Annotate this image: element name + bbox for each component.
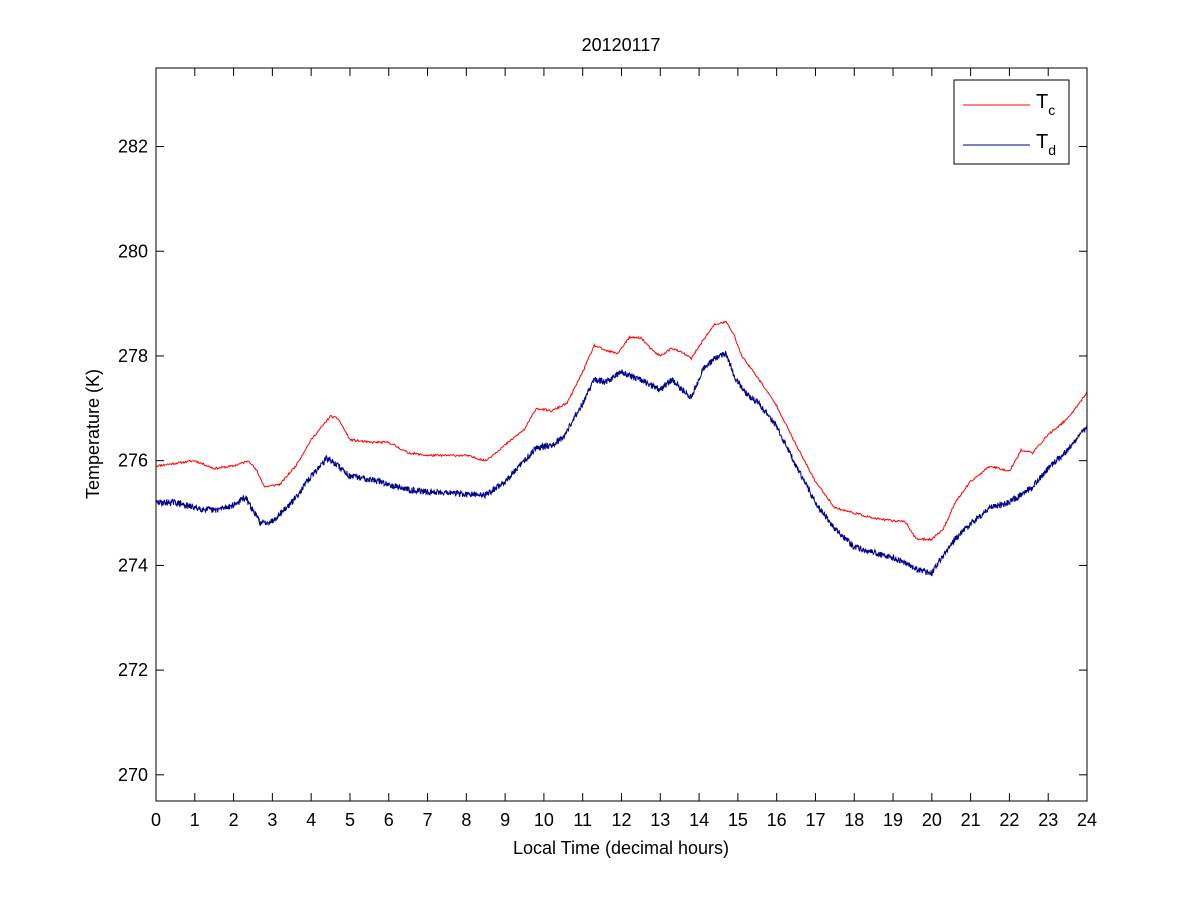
x-tick-label: 19 — [883, 810, 903, 830]
x-tick-label: 0 — [151, 810, 161, 830]
legend-box — [953, 79, 1070, 165]
series-line-c — [155, 320, 1088, 542]
series-line-d — [155, 350, 1088, 577]
x-axis-label: Local Time (decimal hours) — [513, 838, 729, 858]
x-tick-label: 8 — [461, 810, 471, 830]
x-tick-label: 11 — [573, 810, 592, 830]
x-tick-label: 14 — [689, 810, 709, 830]
y-tick-label: 274 — [118, 555, 148, 575]
x-tick-label: 3 — [267, 810, 277, 830]
x-tick-label: 6 — [384, 810, 394, 830]
x-tick-label: 15 — [728, 810, 748, 830]
x-tick-label: 16 — [767, 810, 787, 830]
y-tick-label: 272 — [118, 660, 148, 680]
x-tick-label: 10 — [534, 810, 554, 830]
legend-label-c: Tc — [1036, 91, 1055, 118]
legend-label-main: T — [1036, 91, 1048, 113]
x-tick-label: 22 — [999, 810, 1019, 830]
x-tick-label: 1 — [190, 810, 200, 830]
y-tick-label: 280 — [118, 241, 148, 261]
x-tick-label: 21 — [961, 810, 981, 830]
plot-frame — [155, 67, 1088, 802]
x-tick-label: 18 — [844, 810, 864, 830]
y-axis-label: Temperature (K) — [83, 369, 103, 499]
legend-label-d: Td — [1036, 131, 1056, 158]
x-tick-label: 20 — [922, 810, 942, 830]
y-tick-label: 276 — [118, 451, 148, 471]
plot-area — [155, 320, 1088, 577]
y-tick-label: 270 — [118, 765, 148, 785]
x-tick-label: 23 — [1038, 810, 1058, 830]
chart-title: 20120117 — [582, 35, 661, 55]
x-tick-label: 4 — [306, 810, 316, 830]
y-axis: 270 272 274 276 278 280 282 — [118, 137, 1087, 785]
x-tick-label: 12 — [611, 810, 631, 830]
x-tick-label: 13 — [650, 810, 670, 830]
x-tick-label: 24 — [1077, 810, 1097, 830]
y-tick-label: 278 — [118, 346, 148, 366]
x-tick-label: 17 — [805, 810, 825, 830]
x-tick-label: 7 — [423, 810, 433, 830]
legend-label-main: T — [1036, 131, 1048, 153]
x-tick-label: 5 — [345, 810, 355, 830]
x-tick-label: 2 — [229, 810, 239, 830]
x-axis: 0 1 2 3 4 5 6 7 8 9 10 11 12 13 14 15 16 17 18 19 20 21 22 23 24 — [151, 68, 1097, 830]
legend-label-subscript: c — [1048, 102, 1055, 118]
legend-label-subscript: d — [1048, 142, 1056, 158]
y-tick-label: 282 — [118, 137, 148, 157]
x-tick-label: 9 — [500, 810, 510, 830]
